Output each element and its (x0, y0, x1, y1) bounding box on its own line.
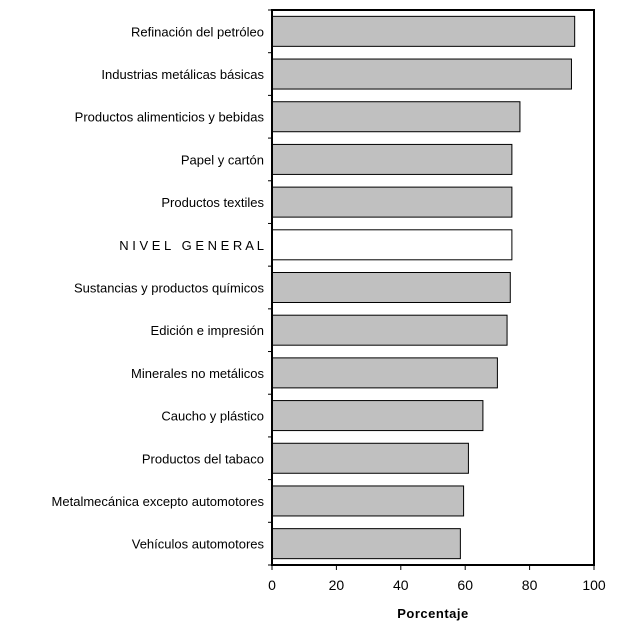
bar-edicion-e-impresion (271, 314, 508, 346)
bar-papel-y-carton (271, 143, 513, 175)
category-labels: Refinación del petróleo Industrias metáli… (52, 24, 265, 551)
x-tick-label: 100 (582, 577, 606, 593)
category-label: Industrias metálicas básicas (101, 67, 264, 82)
category-label: Refinación del petróleo (131, 24, 264, 39)
x-tick-label: 80 (522, 577, 538, 593)
category-label: Vehículos automotores (132, 537, 265, 552)
x-tick-label: 0 (268, 577, 276, 593)
category-label: Productos alimenticios y bebidas (75, 110, 265, 125)
x-tick-label: 20 (329, 577, 345, 593)
category-label: Caucho y plástico (161, 409, 264, 424)
x-tick-label: 40 (393, 577, 409, 593)
bar-productos-textiles (271, 186, 513, 218)
x-tick-labels: 0 20 40 60 80 100 (268, 577, 606, 593)
bar-industrias-metalicas-basicas (271, 58, 572, 90)
category-label: Minerales no metálicos (131, 366, 264, 381)
x-axis-title: Porcentaje (397, 606, 468, 621)
category-label: N I V E L G E N E R A L (119, 238, 264, 253)
bar-productos-del-tabaco (271, 442, 469, 474)
category-label: Productos textiles (161, 195, 264, 210)
axis-ticks (268, 9, 595, 570)
bar-refinacion-del-petroleo (271, 15, 576, 47)
category-label: Metalmecánica excepto automotores (52, 494, 265, 509)
bar-metalmecanica-excepto-automotores (271, 485, 465, 517)
bar-sustancias-y-productos-quimicos (271, 272, 511, 303)
bar-n-i-v-e-l-g-e-n-e-r-a-l (271, 229, 513, 261)
bars-group (271, 15, 576, 560)
category-label: Edición e impresión (151, 323, 264, 338)
bar-productos-alimenticios-y-bebidas (271, 101, 521, 133)
category-label: Productos del tabaco (142, 451, 264, 466)
bar-minerales-no-metalicos (271, 357, 498, 389)
bar-caucho-y-plastico (271, 400, 484, 432)
bar-vehiculos-automotores (271, 528, 461, 560)
category-label: Papel y cartón (181, 152, 264, 167)
plot-area-frame (271, 9, 595, 566)
x-tick-label: 60 (457, 577, 473, 593)
category-label: Sustancias y productos químicos (74, 281, 265, 296)
